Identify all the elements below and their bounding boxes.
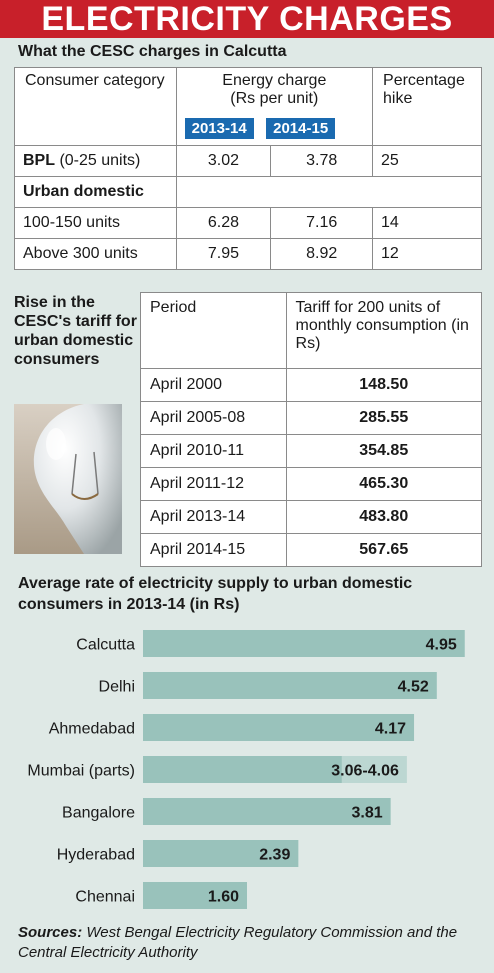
header-energy-charge: Energy charge (Rs per unit) 2013-14 2014… (175, 67, 374, 146)
page-title: ELECTRICITY CHARGES (41, 0, 453, 38)
header-percentage-hike: Percentage hike (372, 67, 482, 146)
category-label: Bangalore (62, 805, 135, 822)
tariff: 465.30 (285, 467, 483, 501)
tariff: 483.80 (285, 500, 483, 534)
row-2014-15: 7.16 (270, 207, 374, 239)
table-row: 100-150 units 6.28 7.16 14 (14, 207, 482, 239)
sources-text: West Bengal Electricity Regulatory Commi… (18, 924, 458, 961)
category-label: Chennai (75, 889, 135, 906)
tariff-rise-title: Rise in the CESC's tariff for urban dome… (14, 294, 137, 368)
table-row: April 2000 148.50 (140, 368, 483, 402)
year-badge-2013-14: 2013-14 (184, 118, 254, 139)
value-label: 4.52 (398, 679, 429, 696)
value-label: 3.06-4.06 (331, 763, 399, 780)
header-energy-line2: (Rs per unit) (230, 90, 319, 107)
table2-header-row: Period Tariff for 200 units of monthly c… (140, 292, 483, 369)
category-label: Calcutta (76, 637, 135, 654)
bpl-hike: 25 (372, 145, 482, 177)
bar (143, 798, 391, 825)
bar-range-low (143, 756, 342, 783)
tariff: 354.85 (285, 434, 483, 468)
bar (143, 672, 437, 699)
table-row: April 2014-15 567.65 (140, 533, 483, 567)
urban-domestic-label: Urban domestic (14, 176, 177, 208)
row-2013-14: 7.95 (175, 238, 272, 270)
table-row: April 2011-12 465.30 (140, 467, 483, 501)
bar-chart-title: Average rate of electricity supply to ur… (18, 575, 413, 613)
category-label: Delhi (99, 679, 135, 696)
bpl-2013-14: 3.02 (175, 145, 272, 177)
table-row: Urban domestic (14, 176, 483, 208)
value-label: 4.17 (375, 721, 406, 738)
category-label: Hyderabad (57, 847, 135, 864)
value-label: 4.95 (426, 637, 457, 654)
category-label: Mumbai (parts) (27, 763, 135, 780)
tariff: 285.55 (285, 401, 483, 435)
bpl-units: (0-25 units) (59, 152, 141, 169)
period: April 2011-12 (140, 467, 287, 501)
period: April 2014-15 (140, 533, 287, 567)
bpl-label: BPL (23, 152, 55, 169)
tariff: 567.65 (285, 533, 483, 567)
bpl-label-cell: BPL (0-25 units) (14, 145, 177, 177)
row-2014-15: 8.92 (270, 238, 374, 270)
bar (143, 840, 299, 867)
urban-domestic-empty (175, 176, 483, 208)
period: April 2005-08 (140, 401, 287, 435)
value-label: 1.60 (208, 889, 239, 906)
year-badges: 2013-14 2014-15 (184, 118, 344, 139)
year-badge-2014-15: 2014-15 (266, 118, 336, 139)
row-label: 100-150 units (14, 207, 177, 239)
bar (143, 714, 415, 741)
row-hike: 14 (372, 207, 482, 239)
sources-note: Sources: West Bengal Electricity Regulat… (18, 923, 488, 963)
row-label: Above 300 units (14, 238, 177, 270)
value-label: 2.39 (259, 847, 290, 864)
row-hike: 12 (372, 238, 482, 270)
header-energy-line1: Energy charge (222, 72, 327, 89)
bar (143, 630, 465, 657)
table-row: Above 300 units 7.95 8.92 12 (14, 238, 482, 270)
value-label: 3.81 (352, 805, 383, 822)
header-tariff: Tariff for 200 units of monthly consumpt… (285, 292, 483, 369)
table-row: BPL (0-25 units) 3.02 3.78 25 (14, 145, 482, 177)
cesc-charges-table: Consumer category Energy charge (Rs per … (14, 67, 483, 270)
light-bulb-icon (14, 404, 122, 554)
row-2013-14: 6.28 (175, 207, 272, 239)
table-row: April 2005-08 285.55 (140, 401, 483, 435)
bar (143, 882, 247, 909)
period: April 2010-11 (140, 434, 287, 468)
tariff: 148.50 (285, 368, 483, 402)
table1-title: What the CESC charges in Calcutta (18, 43, 287, 60)
period: April 2000 (140, 368, 287, 402)
table1-header-row: Consumer category Energy charge (Rs per … (14, 67, 482, 146)
bpl-2014-15: 3.78 (270, 145, 374, 177)
bar-chart: Calcutta 4.95 Delhi 4.52 Ahmedabad 4.17 Mumbai… (27, 630, 465, 909)
tariff-table: Period Tariff for 200 units of monthly c… (140, 292, 483, 567)
header-period: Period (140, 292, 287, 369)
title-bar (0, 0, 494, 38)
category-label: Ahmedabad (49, 721, 135, 738)
table-row: April 2013-14 483.80 (140, 500, 483, 534)
header-consumer-category: Consumer category (14, 67, 177, 146)
bar-range-high (341, 756, 407, 783)
table-row: April 2010-11 354.85 (140, 434, 483, 468)
period: April 2013-14 (140, 500, 287, 534)
sources-label: Sources: (18, 924, 83, 941)
